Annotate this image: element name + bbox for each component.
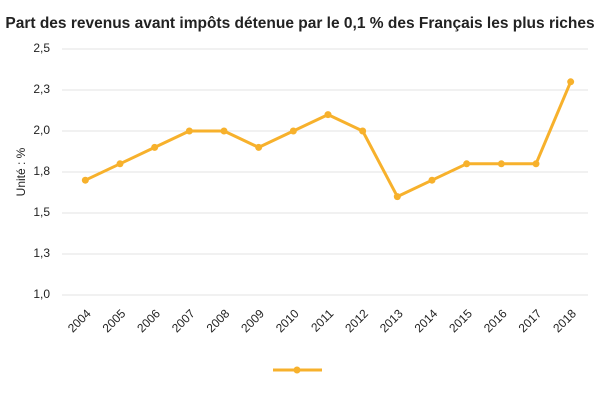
x-tick-label: 2004	[65, 306, 94, 335]
y-tick-label: 1,3	[33, 246, 50, 260]
point	[532, 160, 540, 168]
x-tick-label: 2015	[446, 306, 475, 335]
legend-marker	[293, 366, 301, 374]
y-tick-label: 1,0	[33, 287, 50, 301]
point	[220, 127, 228, 135]
y-tick-label: 1,8	[33, 164, 50, 178]
x-tick-label: 2006	[134, 306, 163, 335]
x-tick-label: 2016	[481, 306, 510, 335]
y-tick-label: 2,0	[33, 123, 50, 137]
point	[151, 143, 159, 151]
y-tick-label: 2,5	[33, 41, 50, 55]
point	[567, 78, 575, 86]
x-tick-label: 2005	[100, 306, 129, 335]
point	[81, 176, 89, 184]
x-tick-label: 2011	[308, 306, 336, 334]
point	[255, 143, 263, 151]
x-tick-label: 2009	[238, 306, 267, 335]
x-tick-label: 2017	[516, 306, 545, 335]
point	[289, 127, 297, 135]
point	[393, 193, 401, 201]
point	[428, 176, 436, 184]
x-tick-label: 2018	[550, 306, 579, 335]
x-tick-label: 2012	[342, 306, 371, 335]
line	[84, 81, 573, 199]
point	[463, 160, 471, 168]
x-tick-label: 2007	[169, 306, 198, 335]
x-tick-label: 2008	[204, 306, 233, 335]
point	[116, 160, 124, 168]
point	[359, 127, 367, 135]
y-axis-label: Unité : %	[14, 147, 28, 196]
y-tick-label: 1,5	[33, 205, 50, 219]
point	[497, 160, 505, 168]
point	[324, 111, 332, 119]
x-tick-label: 2010	[273, 306, 302, 335]
chart-title: Part des revenus avant impôts détenue pa…	[5, 15, 594, 32]
point	[185, 127, 193, 135]
x-tick-label: 2014	[412, 306, 441, 335]
x-tick-label: 2013	[377, 306, 406, 335]
y-tick-label: 2,3	[33, 82, 50, 96]
